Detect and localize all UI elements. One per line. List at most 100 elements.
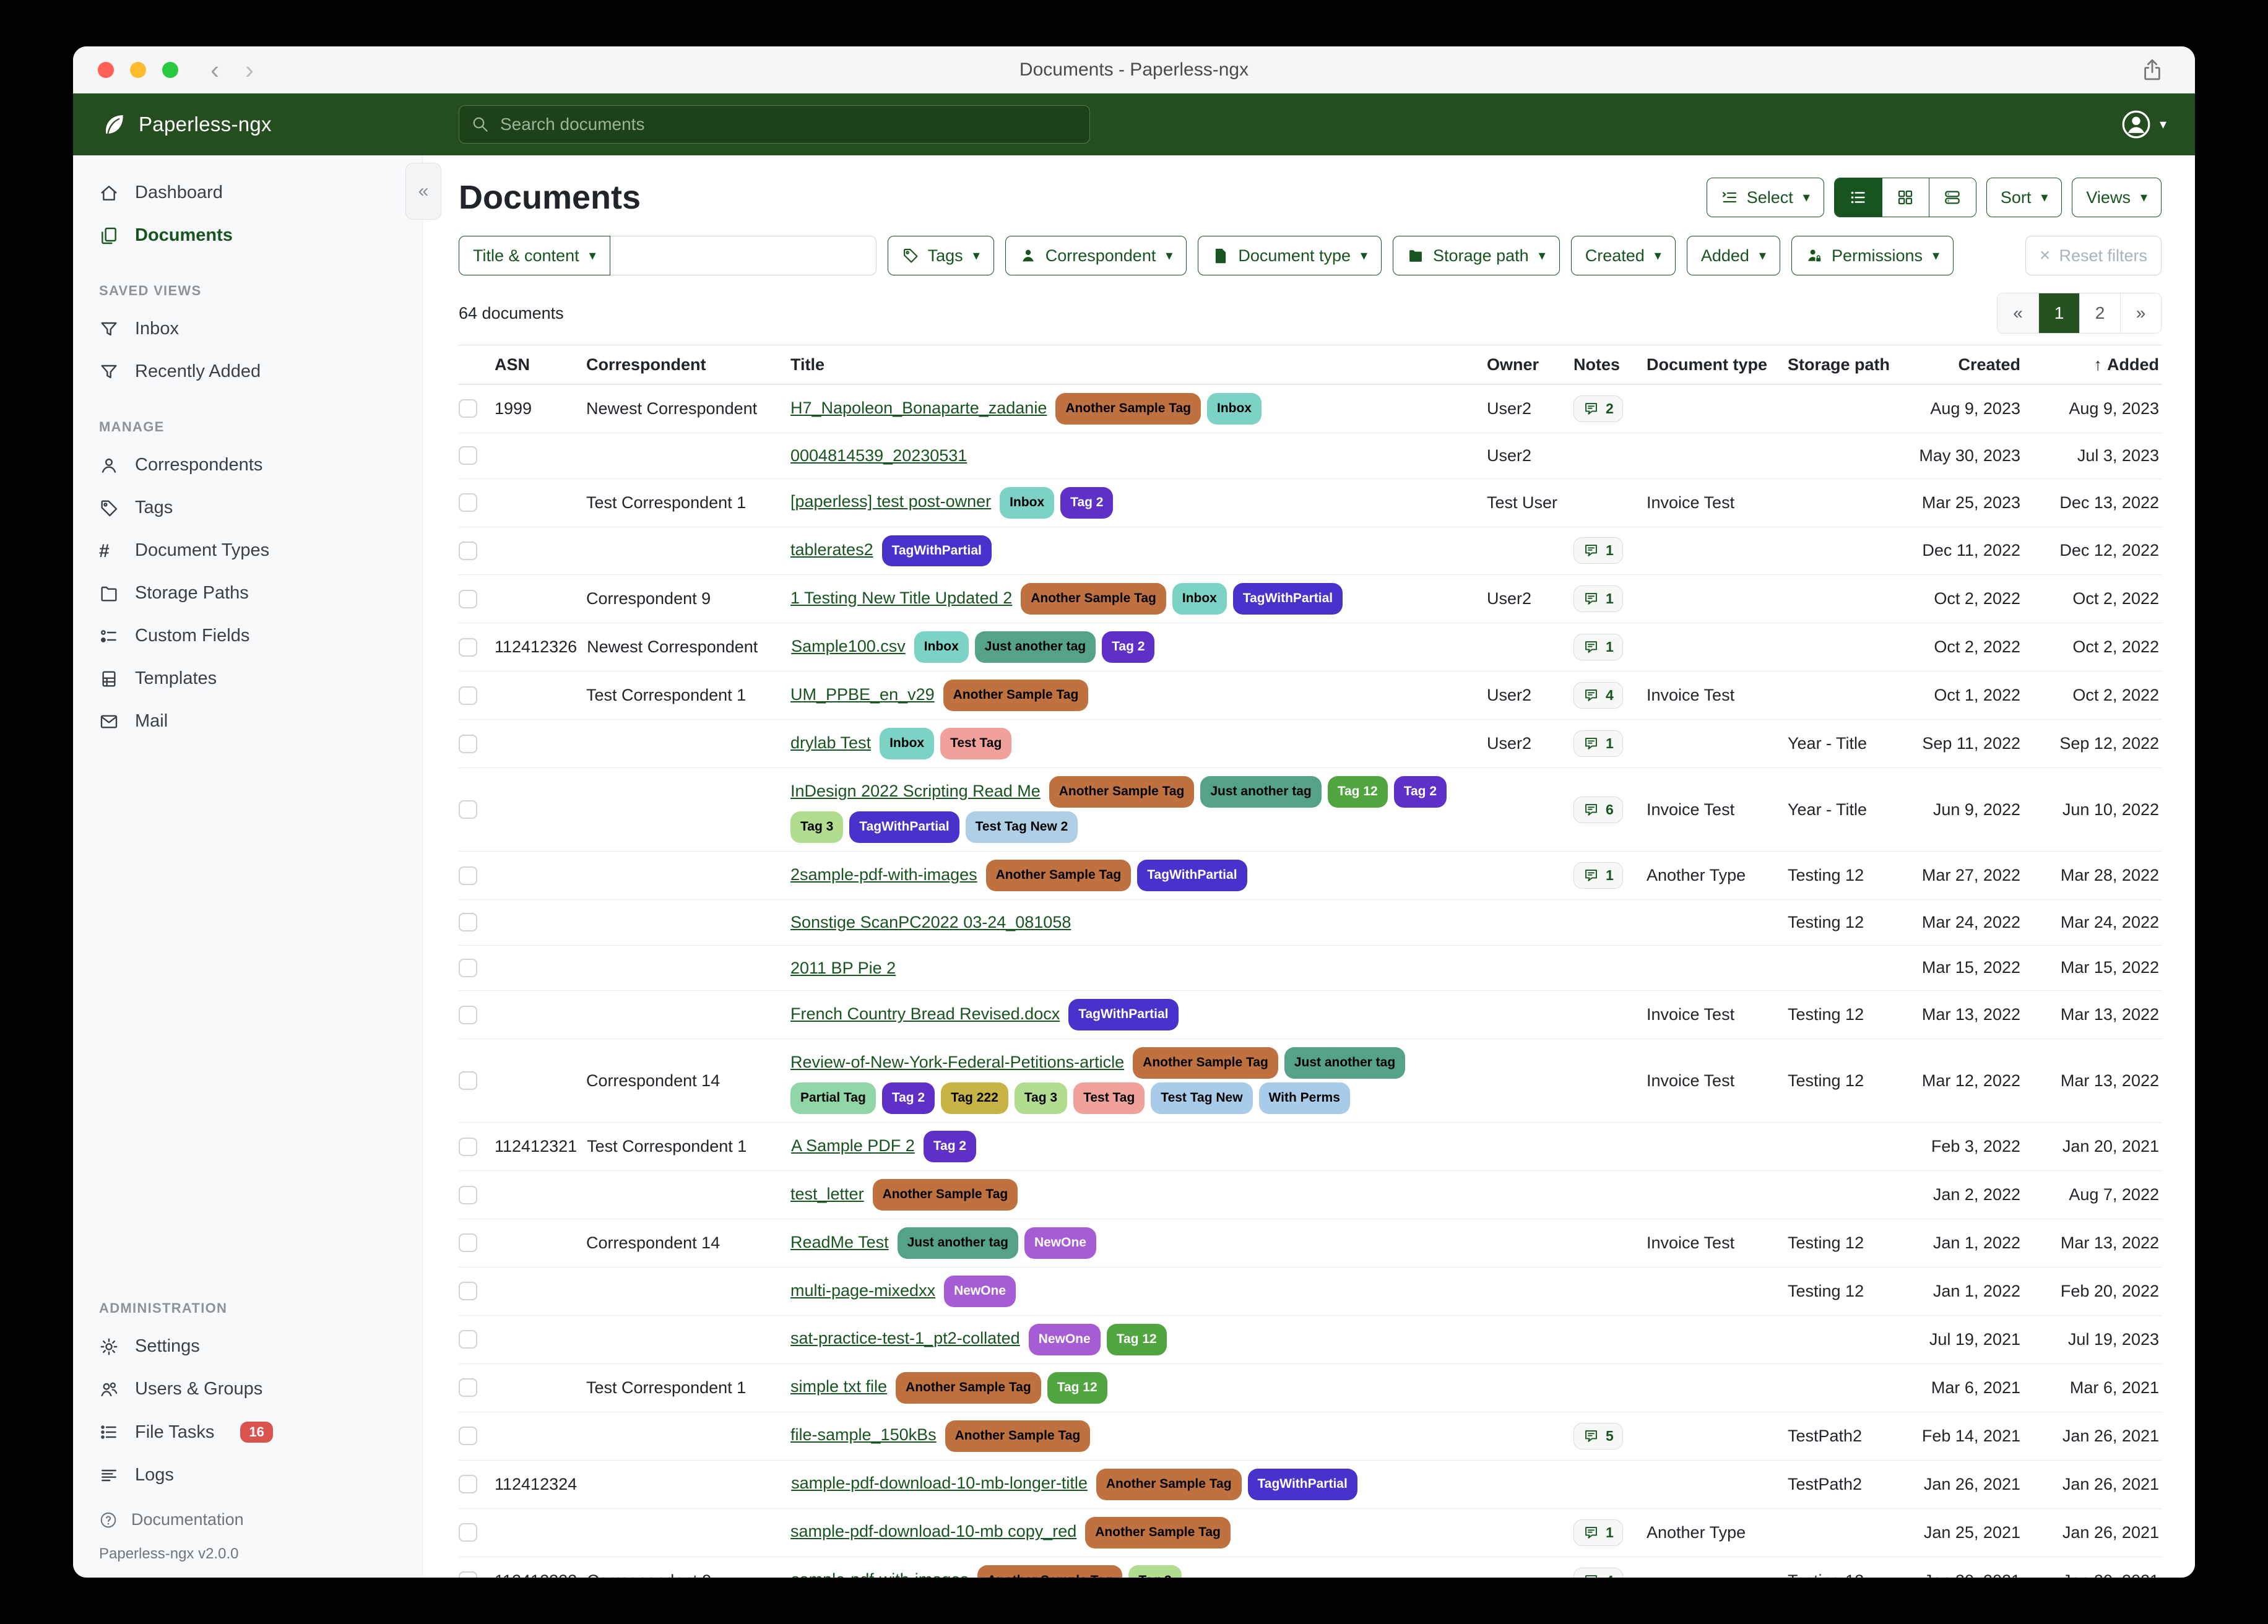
tag-tag-12[interactable]: Tag 12 — [1047, 1371, 1107, 1404]
views-button[interactable]: Views ▾ — [2072, 178, 2162, 217]
row-checkbox[interactable] — [459, 1005, 477, 1024]
notes-badge[interactable]: 1 — [1573, 1519, 1623, 1546]
tag-tag-2[interactable]: Tag 2 — [1060, 486, 1114, 519]
added-filter-button[interactable]: Added ▾ — [1686, 236, 1780, 275]
tag-tag-12[interactable]: Tag 12 — [1106, 1323, 1167, 1355]
notes-badge[interactable]: 1 — [1573, 634, 1623, 661]
row-checkbox[interactable] — [459, 734, 477, 753]
forward-icon[interactable]: › — [245, 54, 254, 84]
tag-newone[interactable]: NewOne — [1028, 1323, 1101, 1355]
tag-another-sample-tag[interactable]: Another Sample Tag — [1021, 583, 1166, 615]
document-title-link[interactable]: sat-practice-test-1_pt2-collated — [790, 1329, 1020, 1348]
row-checkbox[interactable] — [459, 1571, 477, 1578]
notes-badge[interactable]: 1 — [1573, 585, 1623, 613]
row-checkbox[interactable] — [459, 1475, 477, 1494]
tags-filter-button[interactable]: Tags ▾ — [887, 236, 994, 275]
row-checkbox[interactable] — [459, 446, 477, 465]
column-header-storage-path[interactable]: Storage path — [1788, 355, 1907, 374]
row-checkbox[interactable] — [459, 1282, 477, 1301]
pagination-page-1[interactable]: 1 — [2038, 293, 2079, 333]
tag-just-another-tag[interactable]: Just another tag — [1200, 776, 1322, 808]
row-checkbox[interactable] — [459, 800, 477, 819]
documentation-link[interactable]: Documentation — [99, 1503, 422, 1537]
sidebar-item-recently-added[interactable]: Recently Added — [73, 350, 422, 393]
document-title-link[interactable]: simple txt file — [790, 1377, 888, 1396]
tag-tag-3[interactable]: Tag 3 — [1128, 1565, 1182, 1578]
storage-path-filter-button[interactable]: Storage path ▾ — [1393, 236, 1560, 275]
notes-badge[interactable]: 1 — [1573, 537, 1623, 564]
tag-another-sample-tag[interactable]: Another Sample Tag — [1085, 1516, 1231, 1548]
user-menu-button[interactable]: ▾ — [2120, 108, 2166, 140]
document-title-link[interactable]: 1 Testing New Title Updated 2 — [790, 589, 1013, 608]
tag-another-sample-tag[interactable]: Another Sample Tag — [945, 1420, 1091, 1452]
document-title-link[interactable]: tablerates2 — [790, 540, 873, 559]
document-title-link[interactable]: ReadMe Test — [790, 1232, 889, 1251]
tag-with-perms[interactable]: With Perms — [1258, 1082, 1350, 1115]
tag-tagwithpartial[interactable]: TagWithPartial — [1137, 860, 1247, 892]
document-title-link[interactable]: Sample100.csv — [791, 636, 906, 655]
tag-tag-2[interactable]: Tag 2 — [1393, 776, 1447, 808]
document-title-link[interactable]: 2sample-pdf-with-images — [790, 865, 977, 884]
document-title-link[interactable]: UM_PPBE_en_v29 — [790, 685, 935, 704]
document-title-link[interactable]: InDesign 2022 Scripting Read Me — [790, 781, 1041, 800]
tag-test-tag-new-2[interactable]: Test Tag New 2 — [965, 811, 1078, 844]
notes-badge[interactable]: 4 — [1573, 1567, 1623, 1578]
document-title-link[interactable]: Sonstige ScanPC2022 03-24_081058 — [790, 913, 1071, 932]
column-header-document-type[interactable]: Document type — [1647, 355, 1788, 374]
notes-badge[interactable]: 4 — [1573, 682, 1623, 709]
tag-another-sample-tag[interactable]: Another Sample Tag — [1133, 1047, 1278, 1079]
document-title-link[interactable]: drylab Test — [790, 733, 872, 752]
back-icon[interactable]: ‹ — [210, 54, 219, 84]
tag-inbox[interactable]: Inbox — [1172, 583, 1227, 615]
sidebar-collapse-button[interactable]: « — [405, 163, 441, 220]
tag-partial-tag[interactable]: Partial Tag — [790, 1082, 876, 1115]
tag-another-sample-tag[interactable]: Another Sample Tag — [1055, 393, 1201, 425]
row-checkbox[interactable] — [459, 1378, 477, 1397]
tag-test-tag[interactable]: Test Tag — [1073, 1082, 1145, 1115]
row-checkbox[interactable] — [459, 1523, 477, 1542]
row-checkbox[interactable] — [459, 399, 477, 418]
row-checkbox[interactable] — [459, 1137, 477, 1156]
row-checkbox[interactable] — [459, 866, 477, 885]
sidebar-item-users-groups[interactable]: Users & Groups — [73, 1368, 422, 1410]
created-filter-button[interactable]: Created ▾ — [1570, 236, 1676, 275]
close-window-button[interactable] — [98, 61, 114, 78]
tag-tag-2[interactable]: Tag 2 — [1102, 631, 1155, 663]
sidebar-item-file-tasks[interactable]: File Tasks 16 — [73, 1410, 422, 1454]
sidebar-item-correspondents[interactable]: Correspondents — [73, 444, 422, 486]
sidebar-item-documents[interactable]: Documents — [73, 214, 422, 257]
tag-another-sample-tag[interactable]: Another Sample Tag — [943, 680, 1089, 712]
row-checkbox[interactable] — [459, 541, 477, 560]
tag-tagwithpartial[interactable]: TagWithPartial — [881, 535, 992, 567]
document-title-link[interactable]: Review-of-New-York-Federal-Petitions-art… — [790, 1052, 1125, 1071]
row-checkbox[interactable] — [459, 1185, 477, 1204]
column-header-added[interactable]: ↑ Added — [2030, 355, 2162, 374]
tag-inbox[interactable]: Inbox — [914, 631, 969, 663]
tag-another-sample-tag[interactable]: Another Sample Tag — [985, 860, 1132, 892]
tag-another-sample-tag[interactable]: Another Sample Tag — [977, 1565, 1123, 1578]
tag-another-sample-tag[interactable]: Another Sample Tag — [896, 1371, 1041, 1404]
tag-tagwithpartial[interactable]: TagWithPartial — [1247, 1468, 1357, 1500]
tag-tagwithpartial[interactable]: TagWithPartial — [849, 811, 959, 844]
tag-another-sample-tag[interactable]: Another Sample Tag — [1049, 776, 1195, 808]
select-button[interactable]: Select ▾ — [1706, 178, 1824, 217]
column-header-owner[interactable]: Owner — [1487, 355, 1573, 374]
tag-another-sample-tag[interactable]: Another Sample Tag — [872, 1179, 1018, 1211]
row-checkbox[interactable] — [459, 493, 477, 512]
sidebar-item-storage-paths[interactable]: Storage Paths — [73, 572, 422, 615]
row-checkbox[interactable] — [459, 1233, 477, 1253]
document-title-link[interactable]: H7_Napoleon_Bonaparte_zadanie — [790, 398, 1047, 417]
sort-button[interactable]: Sort ▾ — [1986, 178, 2062, 217]
pagination-page-2[interactable]: 2 — [2079, 293, 2120, 333]
tag-inbox[interactable]: Inbox — [880, 728, 935, 760]
title-content-filter-input[interactable] — [610, 236, 876, 275]
tag-tag-3[interactable]: Tag 3 — [1014, 1082, 1068, 1115]
permissions-filter-button[interactable]: Permissions ▾ — [1791, 236, 1954, 275]
column-header-title[interactable]: Title — [790, 348, 1487, 381]
document-title-link[interactable]: French Country Bread Revised.docx — [790, 1004, 1060, 1023]
notes-badge[interactable]: 1 — [1573, 730, 1623, 758]
tag-another-sample-tag[interactable]: Another Sample Tag — [1096, 1468, 1242, 1500]
sidebar-item-custom-fields[interactable]: Custom Fields — [73, 615, 422, 657]
row-checkbox[interactable] — [459, 686, 477, 705]
tag-just-another-tag[interactable]: Just another tag — [974, 631, 1096, 663]
